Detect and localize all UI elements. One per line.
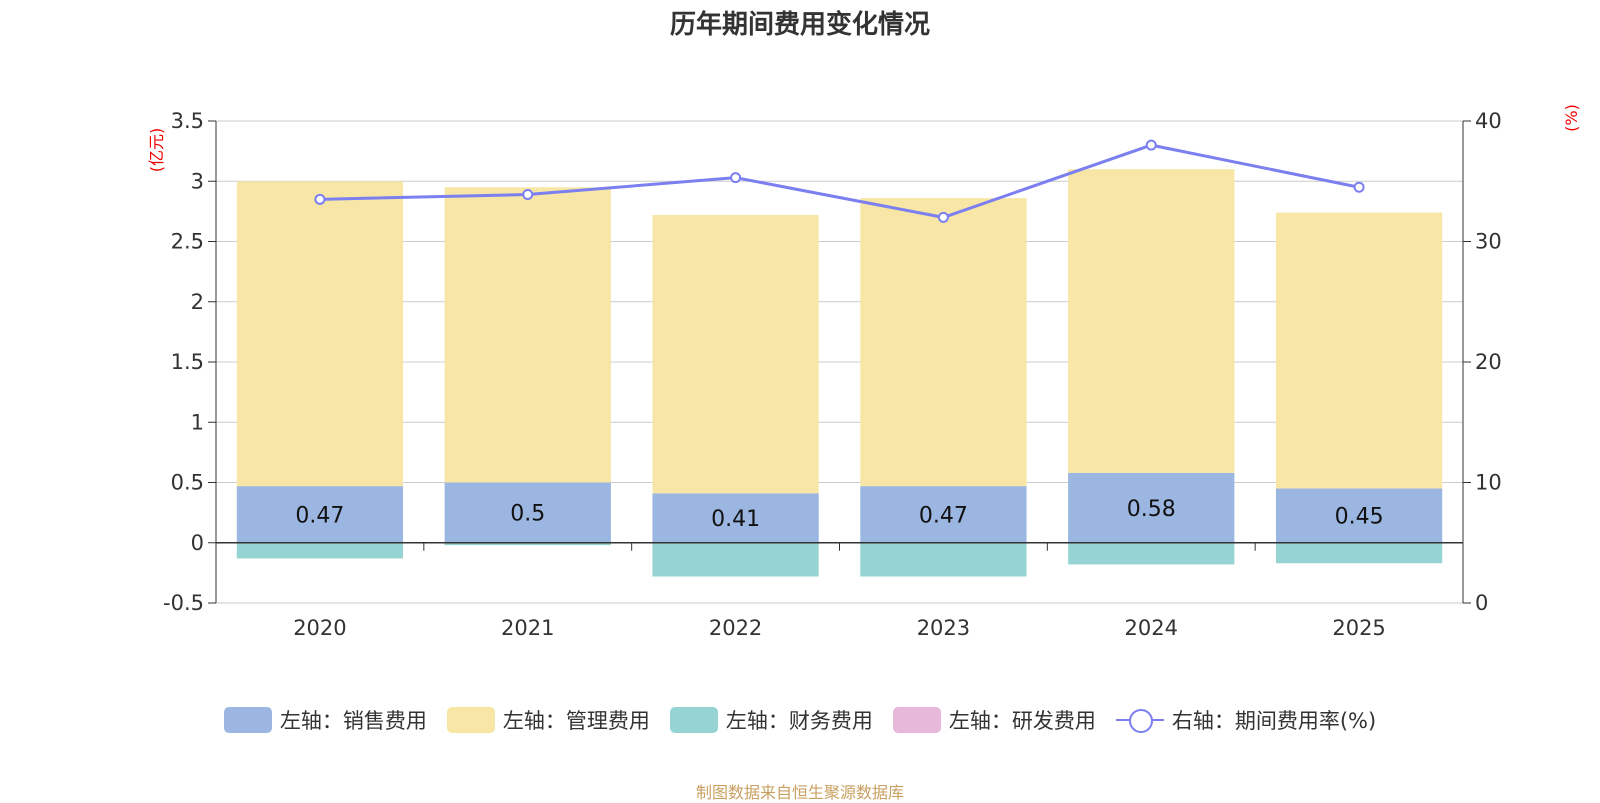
legend-item[interactable]: 左轴：销售费用 <box>223 705 427 735</box>
bar-2020 <box>236 542 404 559</box>
rate-point <box>937 211 949 223</box>
rate-line <box>319 143 1360 219</box>
x-tick-label: 2023 <box>917 616 970 640</box>
legend-item[interactable]: 左轴：研发费用 <box>892 705 1096 735</box>
bar-2025 <box>1275 488 1443 543</box>
bar-2021 <box>444 542 611 546</box>
rate-point <box>1145 139 1157 151</box>
data-label: 0.45 <box>1335 505 1384 530</box>
right-axis-label: (%) <box>1562 104 1581 132</box>
left-tick-label: 0.5 <box>171 471 204 495</box>
x-tick-label: 2020 <box>293 616 346 640</box>
left-tick-label: 1 <box>191 410 204 434</box>
legend-label: 左轴：财务费用 <box>725 709 873 733</box>
left-tick-label: 3 <box>191 169 204 193</box>
bar-2020 <box>236 181 404 487</box>
legend-swatch <box>669 707 718 733</box>
left-tick-label: 0 <box>191 531 204 555</box>
legend-item[interactable]: 左轴：管理费用 <box>446 705 650 735</box>
x-tick-label: 2025 <box>1332 616 1385 640</box>
data-label: 0.41 <box>711 507 760 532</box>
left-tick-label: 2 <box>191 290 204 314</box>
rate-point <box>730 172 742 184</box>
right-tick-label: 0 <box>1475 591 1488 615</box>
left-axis-label: (亿元) <box>147 128 166 173</box>
x-tick-label: 2021 <box>501 616 554 640</box>
bar-2024 <box>1068 169 1235 473</box>
bar-2024 <box>1068 542 1235 565</box>
x-tick-label: 2024 <box>1125 616 1178 640</box>
rate-point <box>1353 181 1365 193</box>
bar-2022 <box>652 542 819 577</box>
bar-2023 <box>860 486 1027 543</box>
legend-item[interactable]: 左轴：财务费用 <box>669 705 873 735</box>
rate-point <box>314 193 326 205</box>
rate-point <box>522 189 534 201</box>
bar-2022 <box>652 214 819 494</box>
data-label: 0.5 <box>510 502 545 527</box>
bar-2020 <box>236 486 404 543</box>
bar-2021 <box>444 187 611 483</box>
legend-label: 左轴：研发费用 <box>948 709 1096 733</box>
right-tick-label: 40 <box>1475 109 1502 133</box>
x-tick-label: 2022 <box>709 616 762 640</box>
chart-legend: 左轴：销售费用 左轴：管理费用 左轴：财务费用 左轴：研发费用 右轴：期间费用率(%) <box>0 705 1600 735</box>
bar-2025 <box>1275 212 1443 489</box>
legend-label: 右轴：期间费用率(%) <box>1171 709 1377 733</box>
data-label: 0.47 <box>919 503 968 528</box>
left-tick-label: 3.5 <box>171 109 204 133</box>
bar-2023 <box>860 198 1027 487</box>
bar-2025 <box>1275 542 1443 564</box>
bar-2024 <box>1068 472 1235 543</box>
right-tick-label: 20 <box>1475 350 1502 374</box>
bar-2021 <box>444 482 611 543</box>
right-tick-label: 10 <box>1475 471 1502 495</box>
data-label: 0.58 <box>1127 497 1176 522</box>
legend-swatch <box>1115 707 1164 733</box>
legend-swatch <box>892 707 941 733</box>
left-tick-label: 1.5 <box>171 350 204 374</box>
left-tick-label: -0.5 <box>163 591 204 615</box>
chart-title: 历年期间费用变化情况 <box>669 10 930 40</box>
data-label: 0.47 <box>295 503 344 528</box>
bar-2023 <box>860 542 1027 577</box>
legend-item[interactable]: 右轴：期间费用率(%) <box>1115 705 1377 735</box>
left-tick-label: 2.5 <box>171 230 204 254</box>
legend-swatch <box>446 707 495 733</box>
bar-2022 <box>652 493 819 543</box>
legend-label: 左轴：销售费用 <box>279 709 427 733</box>
source-note: 制图数据来自恒生聚源数据库 <box>695 783 904 802</box>
right-tick-label: 30 <box>1475 230 1502 254</box>
legend-swatch <box>223 707 272 733</box>
legend-label: 左轴：管理费用 <box>502 709 650 733</box>
